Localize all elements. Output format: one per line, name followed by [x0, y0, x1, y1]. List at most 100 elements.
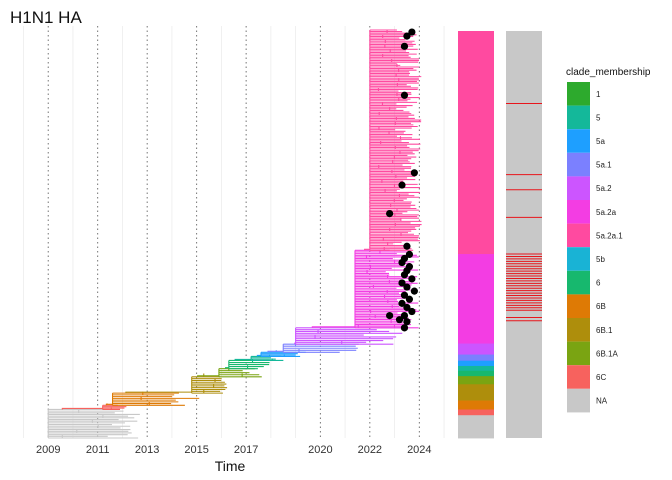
highlighted-tip — [400, 271, 409, 279]
tree-clade-6B — [105, 391, 200, 406]
clade-branches — [364, 29, 422, 251]
legend-key-1 — [567, 82, 590, 106]
strip-block-6B — [458, 400, 494, 410]
legend-label-5b: 5b — [596, 255, 605, 264]
legend-key-5a.2 — [567, 176, 590, 200]
phylogenetic-tree — [47, 29, 422, 439]
strip-block-6B.1 — [458, 384, 494, 401]
strip-block-5a.1 — [458, 354, 494, 362]
legend-key-6B.1 — [567, 318, 590, 342]
highlighted-tip — [408, 28, 416, 36]
clade-branches — [225, 359, 270, 370]
x-tick-label-2013: 2013 — [135, 444, 159, 456]
legend-key-5b — [567, 247, 590, 271]
tree-clade-6B.1 — [125, 373, 228, 394]
highlighted-tip — [386, 312, 394, 320]
legend-label-6B.1A: 6B.1A — [596, 349, 618, 358]
strip-block-5 — [458, 365, 494, 372]
highlight-strip — [506, 31, 542, 438]
tree-clade-5a.2 — [294, 324, 403, 345]
x-tick-label-2022: 2022 — [358, 444, 382, 456]
highlighted-tip — [408, 275, 416, 283]
highlighted-tip — [398, 181, 406, 189]
strip-block-NA — [458, 415, 494, 439]
tree-clade-5a.2a.1 — [364, 29, 422, 251]
legend-label-6B: 6B — [596, 302, 606, 311]
x-tick-label-2011: 2011 — [86, 444, 110, 456]
highlighted-tip — [398, 279, 406, 287]
legend-title: clade_membership — [566, 67, 651, 78]
highlighted-tip — [403, 242, 411, 250]
strip-block-5a — [458, 360, 494, 367]
legend-label-6B.1: 6B.1 — [596, 326, 613, 335]
chart-title: H1N1 HA — [10, 8, 82, 27]
clade-branches — [125, 373, 228, 394]
highlighted-tip — [405, 295, 414, 303]
tree-clade-6C — [61, 403, 127, 410]
clade-branches — [294, 324, 403, 345]
tree-clade-5a.1 — [267, 342, 359, 353]
tree-clade-6 — [225, 359, 270, 370]
highlighted-tip — [400, 91, 409, 99]
x-tick-label-2009: 2009 — [36, 444, 60, 456]
legend-label-NA: NA — [596, 397, 608, 406]
legend-key-5 — [567, 105, 590, 130]
clade-branches — [61, 403, 127, 410]
strip-block-5a.2a — [458, 254, 494, 344]
legend-label-5a: 5a — [596, 137, 605, 146]
highlighted-tip — [386, 210, 394, 218]
x-tick-label-2020: 2020 — [308, 444, 332, 456]
legend-label-6C: 6C — [596, 373, 606, 382]
highlighted-tip — [398, 258, 406, 267]
legend-key-5a — [567, 129, 590, 153]
highlighted-tip — [403, 32, 411, 40]
clade-legend: clade_membership 1 5 5a 5a.1 5a.2 5a.2a 5a.2a.… — [566, 67, 651, 413]
legend-label-5a.2a: 5a.2a — [596, 208, 617, 217]
highlighted-tip — [408, 307, 416, 316]
legend-label-5a.2: 5a.2 — [596, 184, 612, 193]
highlighted-tip — [400, 42, 409, 50]
highlighted-tip — [410, 287, 418, 295]
tree-clade-NA — [47, 408, 140, 439]
strip-block-5a.2 — [458, 343, 494, 355]
clade-branches — [105, 391, 200, 406]
tree-clade-5a — [256, 350, 306, 357]
highlighted-tips — [386, 28, 418, 332]
legend-label-5a.1: 5a.1 — [596, 161, 612, 170]
highlighted-tip — [400, 324, 409, 332]
strip-block-6 — [458, 370, 494, 377]
x-tick-label-2015: 2015 — [184, 444, 208, 456]
legend-key-6B.1A — [567, 341, 590, 366]
legend-label-1: 1 — [596, 90, 601, 99]
clade-branches — [267, 342, 359, 353]
legend-key-5a.2a — [567, 200, 590, 224]
x-axis-title: Time — [215, 458, 246, 474]
legend-key-NA — [567, 388, 590, 413]
x-tick-label-2017: 2017 — [234, 444, 258, 456]
highlighted-tip — [403, 303, 411, 312]
legend-label-6: 6 — [596, 279, 601, 288]
highlighted-tip — [400, 312, 409, 320]
strip-block-5a.2a.1 — [458, 31, 494, 255]
legend-label-5: 5 — [596, 113, 601, 122]
clade-strip — [458, 31, 494, 439]
legend-label-5a.2a.1: 5a.2a.1 — [596, 231, 623, 240]
highlighted-tip — [405, 250, 414, 258]
highlighted-tip — [403, 318, 411, 326]
highlighted-tip — [403, 283, 411, 291]
clade-branches — [256, 350, 306, 357]
highlighted-tip — [398, 299, 406, 307]
highlighted-tip — [395, 316, 404, 324]
highlight-strip-base — [506, 31, 542, 438]
legend-key-6B — [567, 294, 590, 318]
legend-key-5a.1 — [567, 152, 590, 177]
x-tick-label-2024: 2024 — [407, 444, 431, 456]
highlighted-tip — [410, 169, 418, 177]
strip-block-6C — [458, 409, 494, 416]
x-axis-ticks: 2009 2011 2013 2015 2017 2020 2022 2024 — [36, 444, 432, 456]
strip-block-6B.1A — [458, 376, 494, 385]
clade-branches — [47, 408, 140, 439]
legend-key-6 — [567, 270, 590, 295]
legend-key-6C — [567, 365, 590, 389]
